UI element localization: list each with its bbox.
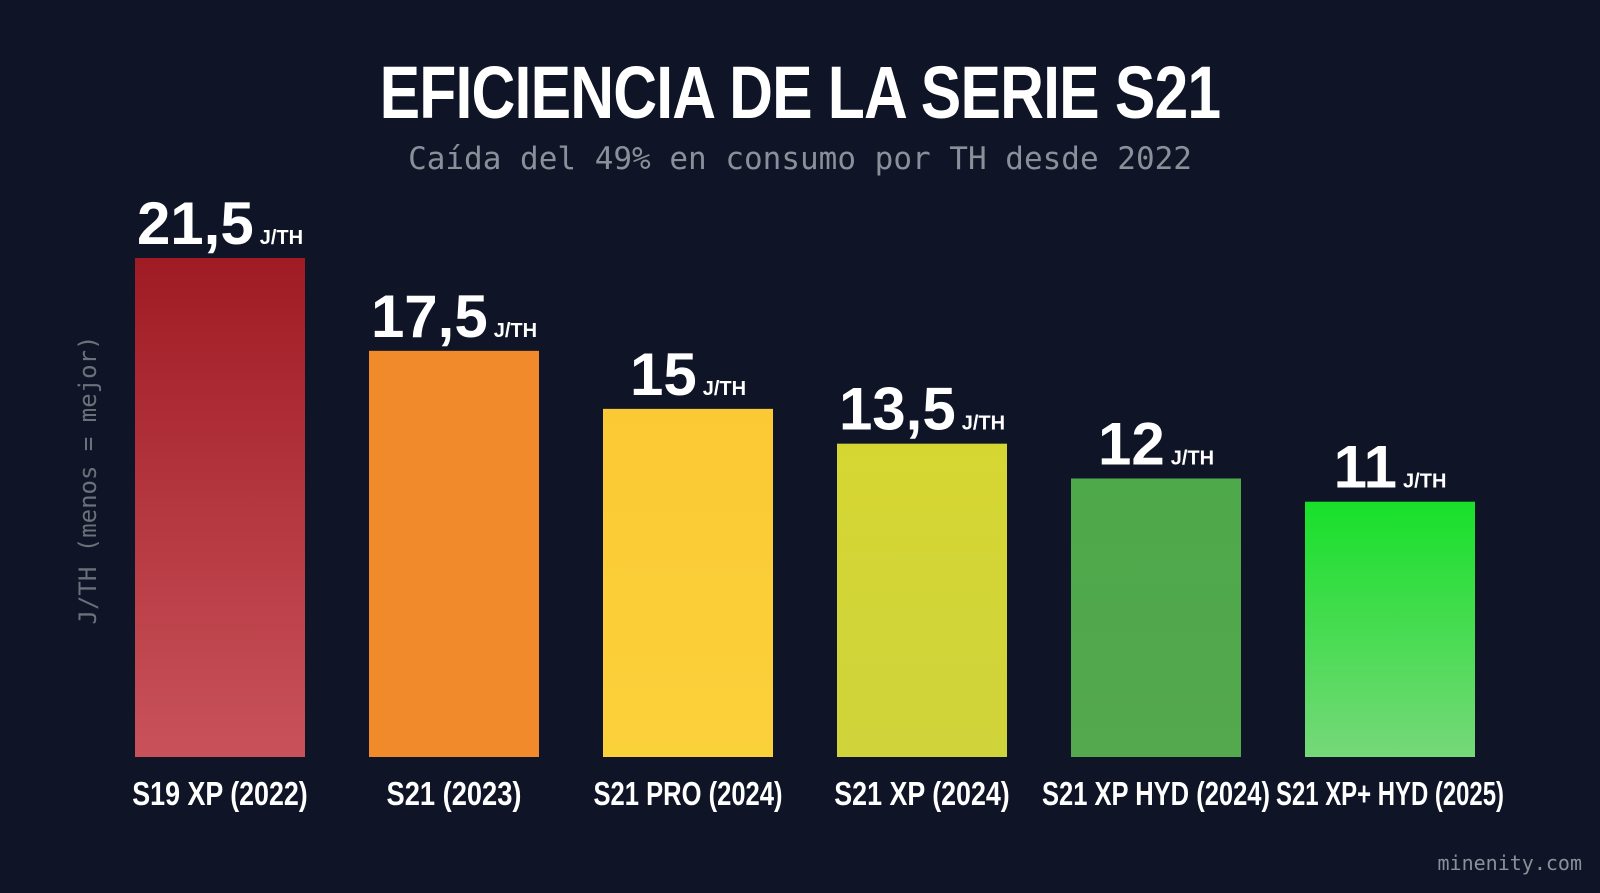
value-label-1: 17,5 J/TH (371, 283, 537, 350)
watermark: minenity.com (1437, 851, 1583, 875)
bar-5 (1305, 501, 1475, 757)
chart-title: EFICIENCIA DE LA SERIE S21 (379, 51, 1222, 134)
value-label-2: 15 J/TH (630, 341, 746, 408)
category-label-1: S21 (2023) (387, 775, 522, 812)
chart-subtitle: Caída del 49% en consumo por TH desde 20… (408, 141, 1192, 177)
value-label-4: 12 J/TH (1098, 410, 1214, 477)
category-label-0: S19 XP (2022) (132, 775, 308, 812)
value-label-5: 11 J/TH (1334, 434, 1447, 501)
value-label-3: 13,5 J/TH (839, 376, 1005, 443)
bar-2 (603, 408, 773, 757)
category-label-3: S21 XP (2024) (834, 775, 1010, 812)
bar-3 (837, 443, 1007, 757)
category-label-5: S21 XP+ HYD (2025) (1276, 775, 1504, 812)
bar-0 (135, 258, 305, 757)
category-label-2: S21 PRO (2024) (594, 775, 783, 812)
bar-1 (369, 350, 539, 757)
category-label-4: S21 XP HYD (2024) (1042, 775, 1270, 812)
bar-4 (1071, 478, 1241, 757)
value-label-0: 21,5 J/TH (137, 190, 303, 257)
